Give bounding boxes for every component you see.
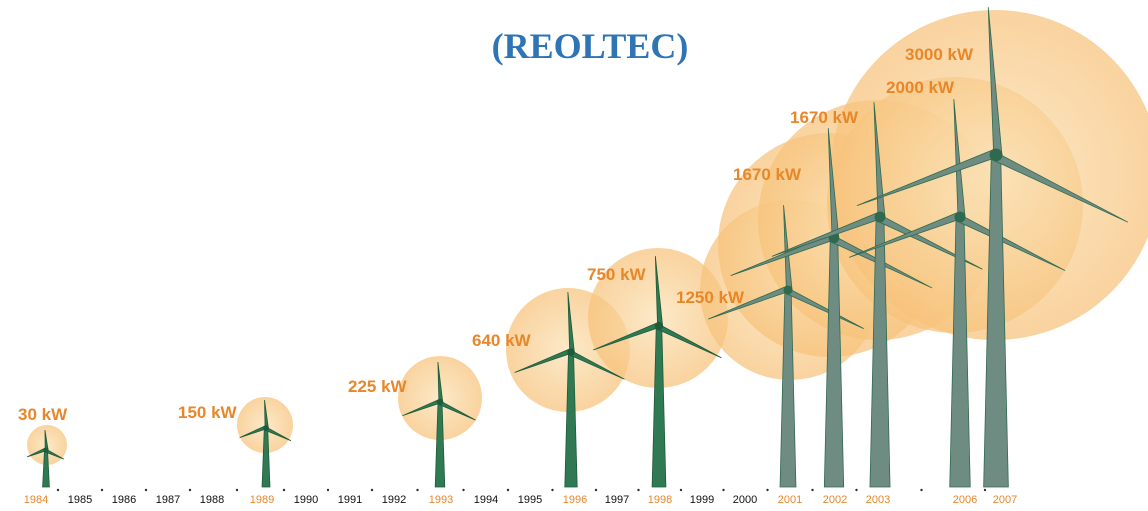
year-label: 1986 [112,494,136,506]
year-label: 1997 [605,494,629,506]
power-label: 150 kW [178,403,238,422]
hub [783,285,792,294]
tick-dot [920,489,922,491]
tick-dot [57,489,59,491]
tick-dot [855,489,857,491]
halos [27,10,1148,465]
year-label: 2006 [953,494,977,506]
power-label: 1250 kW [676,288,745,307]
year-label: 1995 [518,494,542,506]
power-label: 3000 kW [905,45,974,64]
infographic: 30 kW 150 kW 225 kW 640 kW 750 kW 1250 kW 1670… [0,0,1148,511]
tick-dot [189,489,191,491]
tick-dot [371,489,373,491]
page: 30 kW 150 kW 225 kW 640 kW 750 kW 1250 kW 1670… [0,0,1148,511]
year-label: 2000 [733,494,757,506]
year-label: 1985 [68,494,92,506]
tick-dot [595,489,597,491]
year-label: 1996 [563,494,587,506]
power-label: 30 kW [18,405,68,424]
year-label: 1999 [690,494,714,506]
tick-dot [416,489,418,491]
hub [655,322,663,330]
hub [954,211,965,222]
tick-dot [283,489,285,491]
tick-dot [101,489,103,491]
tick-dot [327,489,329,491]
year-label: 1988 [200,494,224,506]
year-label: 1998 [648,494,672,506]
year-label: 2001 [778,494,802,506]
year-label: 2002 [823,494,847,506]
year-label: 1992 [382,494,406,506]
year-label: 1984 [24,494,48,506]
year-label: 1994 [474,494,498,506]
hub [263,425,269,431]
power-label: 750 kW [587,265,647,284]
tick-dot [766,489,768,491]
hub [437,399,443,405]
power-label: 1670 kW [790,108,859,127]
tick-dot [722,489,724,491]
tick-dot [984,489,986,491]
year-label: 1989 [250,494,274,506]
title: (REOLTEC) [492,26,689,66]
hub [567,348,575,356]
tick-dot [680,489,682,491]
power-label: 225 kW [348,377,408,396]
power-label: 1670 kW [733,165,802,184]
hub [990,149,1003,162]
power-label: 640 kW [472,331,532,350]
hub [875,212,886,223]
tick-dot [507,489,509,491]
year-label: 1991 [338,494,362,506]
tick-dot [811,489,813,491]
tick-dot [462,489,464,491]
hub [43,447,48,452]
year-label: 1993 [429,494,453,506]
tick-dot [637,489,639,491]
tick-dot [236,489,238,491]
year-label: 2003 [866,494,890,506]
year-label: 1990 [294,494,318,506]
tick-dot [551,489,553,491]
year-label: 2007 [993,494,1017,506]
power-label: 2000 kW [886,78,955,97]
tick-dot [145,489,147,491]
year-label: 1987 [156,494,180,506]
